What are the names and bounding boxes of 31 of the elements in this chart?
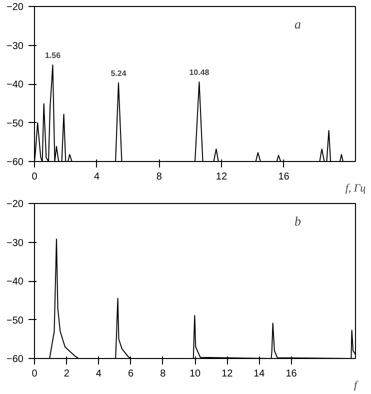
y-tick-label: −40 [6,276,24,288]
x-tick-label: 8 [160,368,166,380]
y-tick-label: −40 [6,80,24,90]
x-tick-label: 8 [156,172,162,182]
annotation: b [294,214,302,228]
annotation: 1.56 [44,51,62,60]
x-tick-label: 14 [254,368,266,380]
y-tick-label: −60 [6,157,24,168]
y-tick-label: −60 [6,354,24,365]
x-tick-label: 4 [94,172,100,182]
annotation: 10.48 [189,68,210,78]
x-tick-label: 16 [278,172,290,182]
x-tick-label: 12 [222,368,234,380]
y-tick-label: −50 [6,118,24,130]
y-tick-label: −50 [6,315,24,326]
annotation: a [294,16,302,32]
y-tick-label: −30 [6,40,24,52]
x-tick-label: 0 [32,172,38,182]
annotation: 5.24 [110,68,127,78]
y-tick-label: −20 [6,199,24,210]
y-tick-label: −30 [6,238,24,249]
y-tick-label: −20 [6,2,24,13]
x-axis-title: f, Гц [345,182,366,194]
x-tick-label: 16 [286,368,298,380]
x-tick-label: 0 [32,368,38,380]
x-axis-title: f [354,380,359,392]
x-tick-label: 10 [189,368,201,380]
x-tick-label: 4 [96,368,102,380]
x-tick-label: 2 [64,368,70,380]
x-tick-label: 6 [128,368,134,380]
x-tick-label: 12 [216,172,228,182]
